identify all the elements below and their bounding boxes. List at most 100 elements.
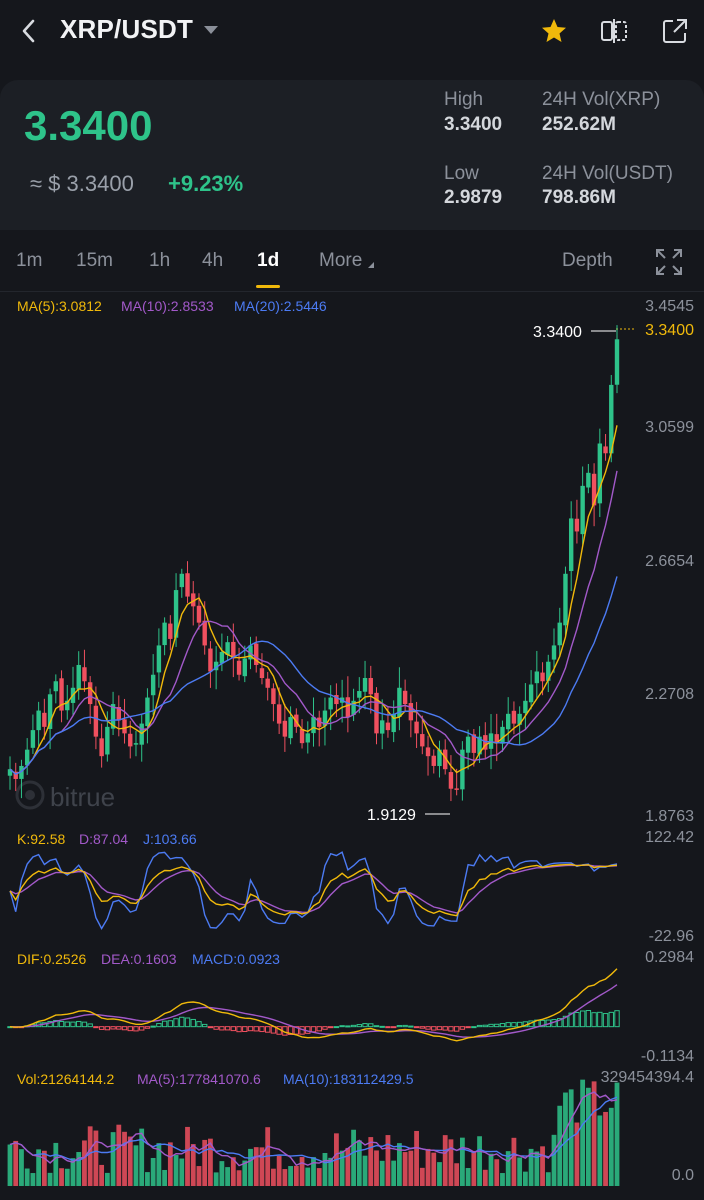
candle-body	[87, 682, 93, 705]
macd-bar	[316, 1026, 322, 1032]
candle-body	[156, 645, 162, 673]
macd-bar	[488, 1023, 494, 1028]
caret-down-icon[interactable]	[204, 26, 218, 34]
macd-bar	[602, 1013, 609, 1028]
volume-bar	[471, 1151, 477, 1186]
candle-body	[380, 720, 385, 734]
candle-body	[494, 734, 499, 744]
kdj-k-line	[9, 863, 618, 917]
vol-y-bottom: 0.0	[672, 1167, 694, 1184]
macd-bar	[242, 1026, 248, 1033]
volume-bar	[419, 1167, 425, 1186]
volume-bar	[414, 1130, 419, 1186]
tab-15m[interactable]: 15m	[76, 250, 113, 271]
share-icon[interactable]	[660, 16, 690, 46]
candle-body	[563, 573, 568, 626]
volume-bar	[288, 1166, 293, 1186]
macd-bar	[402, 1024, 408, 1028]
macd-bar	[511, 1022, 517, 1028]
compare-icon[interactable]	[599, 16, 629, 46]
high-annotation: 3.3400	[533, 324, 582, 341]
kdj-j-line	[9, 851, 618, 930]
ma10-line	[9, 470, 618, 775]
macd-bar	[253, 1026, 259, 1032]
candle-body	[557, 622, 562, 646]
macd-bar	[213, 1026, 219, 1030]
candle-body	[139, 723, 144, 745]
volume-bar	[345, 1147, 351, 1186]
candle-body	[322, 710, 328, 726]
fullscreen-icon[interactable]	[655, 248, 683, 276]
vol-y-top: 329454394.4	[601, 1069, 695, 1086]
candle-body	[339, 697, 345, 703]
macd-bar	[293, 1026, 300, 1035]
vol-legend: Vol:21264144.2	[17, 1071, 115, 1087]
candle-body	[603, 446, 608, 454]
volume-bar	[528, 1148, 534, 1186]
macd-bar	[93, 1026, 99, 1029]
macd-bar	[545, 1019, 551, 1028]
macd-bar	[24, 1025, 30, 1028]
tab-1h[interactable]: 1h	[149, 250, 171, 271]
macd-bar	[350, 1024, 357, 1028]
macd-dea-line	[9, 984, 618, 1038]
macd-bar	[516, 1021, 523, 1028]
volume-bar	[196, 1166, 202, 1186]
macd-bar	[551, 1018, 557, 1028]
macd-y-top: 0.2984	[645, 949, 694, 966]
volume-bar	[614, 1082, 620, 1186]
macd-bar	[431, 1026, 437, 1031]
vol-base-label: 24H Vol(XRP)	[542, 89, 661, 110]
candle-body	[116, 707, 122, 721]
candle-body	[133, 743, 139, 745]
candle-body	[374, 692, 379, 734]
volume-bar	[173, 1155, 179, 1186]
macd-bar	[368, 1023, 374, 1028]
volume-bar	[551, 1134, 557, 1186]
candle-body	[454, 788, 459, 790]
candle-body	[586, 472, 591, 488]
tab-more[interactable]: More	[319, 250, 363, 271]
tab-depth[interactable]: Depth	[562, 250, 613, 271]
vol-ma10-legend: MA(10):183112429.5	[283, 1071, 414, 1087]
macd-bar	[150, 1025, 156, 1028]
macd-macd-legend: MACD:0.0923	[192, 951, 280, 967]
back-chevron-icon[interactable]	[18, 16, 40, 46]
volume-bar	[339, 1150, 345, 1186]
candle-body	[248, 645, 253, 660]
volume-bar	[242, 1160, 248, 1186]
volume-bar	[368, 1137, 374, 1186]
candle-body	[465, 736, 471, 753]
tab-4h[interactable]: 4h	[202, 250, 224, 271]
volume-bar	[431, 1152, 437, 1186]
macd-bar	[247, 1026, 254, 1032]
star-icon[interactable]	[539, 16, 569, 46]
candle-body	[471, 734, 477, 753]
macd-bar	[161, 1020, 168, 1028]
volume-bar	[545, 1172, 551, 1186]
candle-body	[242, 658, 247, 677]
macd-bar	[104, 1026, 111, 1031]
tab-1d[interactable]: 1d	[257, 250, 280, 271]
candle-body	[282, 720, 288, 737]
kdj-d-legend: D:87.04	[79, 831, 128, 847]
volume-bar	[459, 1137, 465, 1186]
candle-body	[294, 714, 299, 727]
candle-body	[483, 735, 488, 750]
candle-body	[145, 697, 150, 727]
macd-bar	[557, 1018, 563, 1028]
volume-bar	[13, 1140, 19, 1186]
candle-body	[99, 738, 104, 757]
tab-1m[interactable]: 1m	[16, 250, 43, 271]
pair-title[interactable]: XRP/USDT	[60, 14, 194, 44]
candle-body	[110, 704, 116, 729]
candle-body	[13, 771, 18, 779]
macd-bar	[562, 1015, 569, 1028]
candle-body	[271, 688, 276, 705]
macd-bar	[539, 1019, 546, 1028]
volume-bar	[322, 1152, 328, 1186]
last-price: 3.3400	[24, 102, 153, 149]
macd-bar	[534, 1019, 540, 1028]
kdj-y-bottom: -22.96	[649, 928, 694, 945]
candle-body	[437, 749, 442, 767]
